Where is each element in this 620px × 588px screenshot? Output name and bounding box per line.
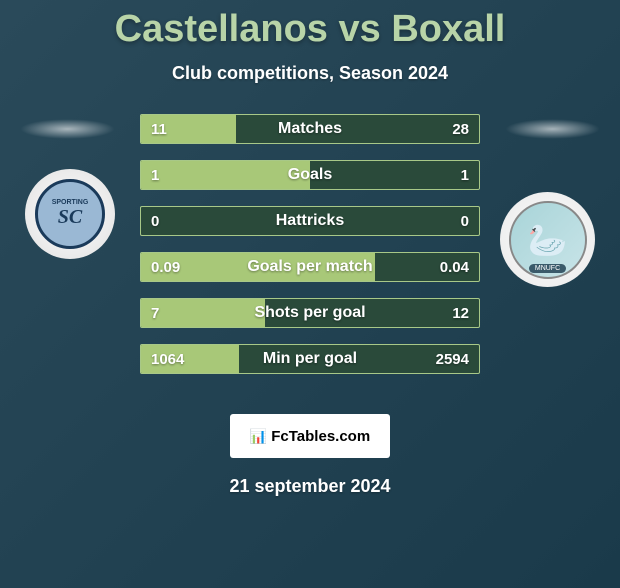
stat-bars-container: 1128Matches 11Goals 00Hattricks 0.090.04Goa…	[140, 114, 480, 390]
halo-right	[505, 119, 600, 139]
stat-label: Hattricks	[141, 207, 479, 235]
page-title: Castellanos vs Boxall	[0, 8, 620, 51]
mnufc-logo-icon: 🦢 MNUFC	[509, 201, 587, 279]
logo-initials: SC	[58, 206, 82, 229]
stat-bar: 11Goals	[140, 160, 480, 190]
stat-bar: 0.090.04Goals per match	[140, 252, 480, 282]
team-logo-left: SPORTING SC	[25, 169, 115, 259]
footer-date: 21 september 2024	[0, 476, 620, 497]
sporting-logo-icon: SPORTING SC	[35, 179, 105, 249]
stat-bar: 1128Matches	[140, 114, 480, 144]
stat-bar: 712Shots per goal	[140, 298, 480, 328]
team-logo-right: 🦢 MNUFC	[500, 192, 595, 287]
stat-bar: 10642594Min per goal	[140, 344, 480, 374]
chart-icon: 📊	[250, 428, 267, 445]
stat-label: Matches	[141, 115, 479, 143]
logo-text-top: SPORTING	[52, 199, 89, 206]
logo-ribbon: MNUFC	[529, 264, 566, 273]
watermark-badge: 📊 FcTables.com	[230, 414, 390, 458]
stat-label: Goals	[141, 161, 479, 189]
stat-label: Shots per goal	[141, 299, 479, 327]
halo-left	[20, 119, 115, 139]
watermark-text: FcTables.com	[271, 428, 370, 445]
stat-bar: 00Hattricks	[140, 206, 480, 236]
stat-label: Goals per match	[141, 253, 479, 281]
comparison-area: SPORTING SC 🦢 MNUFC 1128Matches 11Goals 00…	[0, 114, 620, 394]
bird-icon: 🦢	[528, 221, 568, 259]
stat-label: Min per goal	[141, 345, 479, 373]
page-subtitle: Club competitions, Season 2024	[0, 63, 620, 84]
